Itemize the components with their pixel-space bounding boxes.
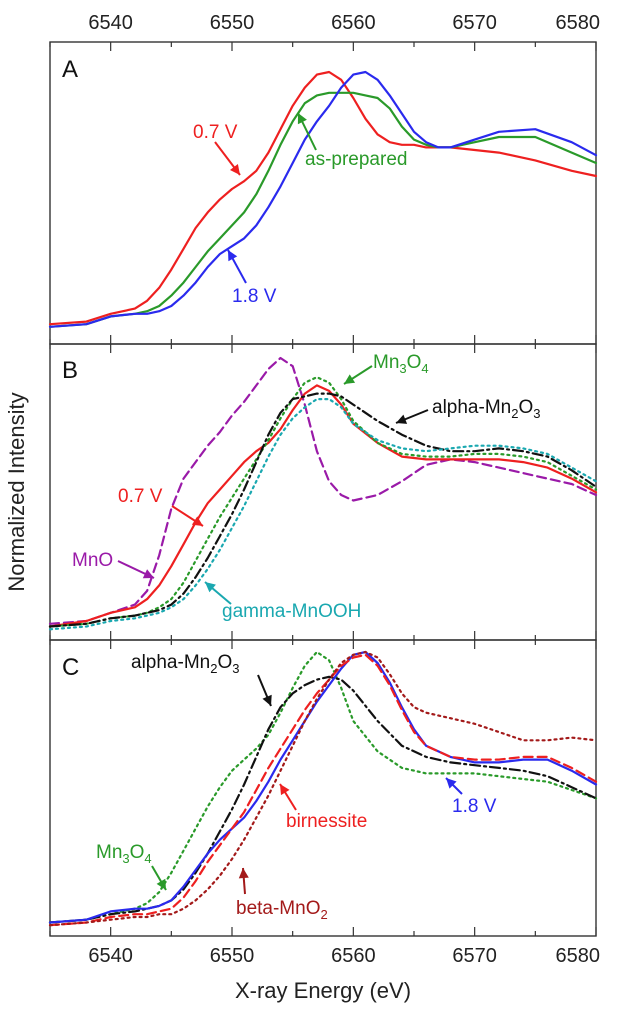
curve-b-alphab bbox=[48, 392, 598, 628]
label-b-alpha-mn2o3: alpha-Mn2O3 bbox=[432, 397, 540, 421]
label-c-birnessite: birnessite bbox=[286, 811, 367, 832]
panel-b-curves bbox=[48, 356, 598, 631]
curve-b-mn3o4b bbox=[48, 376, 598, 628]
arrow-b-mn3o4 bbox=[343, 365, 373, 385]
curve-c-alphac bbox=[48, 675, 598, 924]
curve-a-sprep bbox=[48, 91, 598, 328]
curve-b-mno bbox=[48, 356, 598, 625]
curve-c-c18 bbox=[48, 650, 598, 924]
label-a-0.7v: 0.7 V bbox=[193, 122, 238, 143]
arrow-c-beta bbox=[238, 867, 249, 895]
bottom-tick-label: 6550 bbox=[210, 945, 255, 967]
panel-b-label: B bbox=[62, 357, 78, 384]
label-c-beta-mno2: beta-MnO2 bbox=[236, 898, 328, 922]
arrow-c-mn3o4 bbox=[151, 865, 167, 891]
curve-c-beta bbox=[48, 650, 598, 927]
bottom-tick-label: 6570 bbox=[452, 945, 497, 967]
top-tick-label: 6580 bbox=[556, 12, 601, 34]
bottom-x-tick-labels: 6540 6550 6560 6570 6580 bbox=[88, 945, 600, 967]
bottom-tick-label: 6580 bbox=[556, 945, 601, 967]
panel-a-curves bbox=[48, 70, 598, 328]
curve-c-birn bbox=[48, 653, 598, 927]
label-b-gamma-mnooh: gamma-MnOOH bbox=[222, 601, 361, 622]
label-c-alpha-mn2o3: alpha-Mn2O3 bbox=[131, 652, 239, 676]
label-b-mn3o4: Mn3O4 bbox=[373, 352, 429, 376]
label-b-mno: MnO bbox=[72, 550, 113, 571]
label-b-0.7v: 0.7 V bbox=[118, 486, 163, 507]
curve-b-gamma bbox=[48, 398, 598, 631]
y-axis-title: Normalized Intensity bbox=[4, 392, 29, 591]
arrow-a-0.7v bbox=[214, 141, 241, 176]
arrow-b-mno bbox=[117, 560, 155, 579]
top-tick-label: 6560 bbox=[331, 12, 376, 34]
top-tick-label: 6550 bbox=[210, 12, 255, 34]
bottom-tick-label: 6540 bbox=[88, 945, 133, 967]
top-x-tick-labels: 6540 6550 6560 6570 6580 bbox=[88, 12, 600, 34]
annotation-arrows bbox=[117, 112, 463, 895]
curve-a-s18 bbox=[48, 70, 598, 328]
arrow-b-alpha bbox=[395, 409, 429, 424]
arrow-c-1.8v bbox=[445, 777, 463, 795]
axis-ticks bbox=[49, 42, 597, 936]
label-a-1.8v: 1.8 V bbox=[232, 286, 277, 307]
curve-b-b07 bbox=[48, 384, 598, 628]
arrow-c-birnessite bbox=[279, 783, 297, 811]
top-tick-label: 6570 bbox=[452, 12, 497, 34]
curve-a-s07 bbox=[48, 70, 598, 326]
panel-c-frame bbox=[49, 639, 597, 937]
panel-c-label: C bbox=[62, 654, 79, 681]
label-a-as-prepared: as-prepared bbox=[305, 149, 407, 170]
label-c-1.8v: 1.8 V bbox=[452, 796, 497, 817]
arrow-a-as-prepared bbox=[297, 112, 317, 151]
panel-a-label: A bbox=[62, 56, 78, 83]
panel-a-frame bbox=[49, 41, 597, 345]
label-c-mn3o4: Mn3O4 bbox=[96, 842, 152, 866]
top-tick-label: 6540 bbox=[88, 12, 133, 34]
arrow-c-alpha bbox=[257, 674, 272, 707]
arrow-b-gamma bbox=[204, 581, 232, 605]
panel-c-curves bbox=[48, 650, 598, 927]
arrow-a-1.8v bbox=[227, 249, 247, 284]
arrow-b-0.7v bbox=[171, 505, 204, 527]
x-axis-title: X-ray Energy (eV) bbox=[235, 978, 411, 1003]
bottom-tick-label: 6560 bbox=[331, 945, 376, 967]
